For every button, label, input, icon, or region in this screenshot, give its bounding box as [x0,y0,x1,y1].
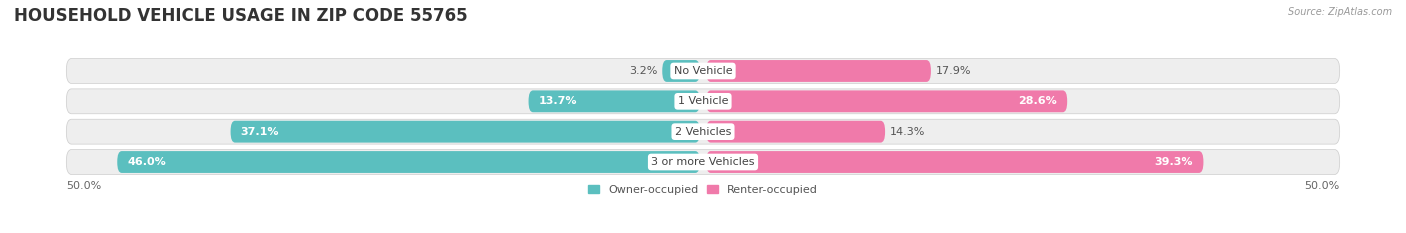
Text: 28.6%: 28.6% [1018,96,1057,106]
FancyBboxPatch shape [66,58,1340,83]
Text: 39.3%: 39.3% [1154,157,1194,167]
FancyBboxPatch shape [662,60,700,82]
FancyBboxPatch shape [529,90,700,112]
Text: 50.0%: 50.0% [66,181,101,191]
FancyBboxPatch shape [66,119,1340,144]
Text: Source: ZipAtlas.com: Source: ZipAtlas.com [1288,7,1392,17]
Text: 46.0%: 46.0% [128,157,166,167]
FancyBboxPatch shape [117,151,700,173]
Text: 3.2%: 3.2% [628,66,657,76]
Legend: Owner-occupied, Renter-occupied: Owner-occupied, Renter-occupied [583,181,823,200]
Text: 2 Vehicles: 2 Vehicles [675,127,731,137]
Text: 13.7%: 13.7% [538,96,578,106]
FancyBboxPatch shape [66,150,1340,175]
FancyBboxPatch shape [66,89,1340,114]
FancyBboxPatch shape [706,121,886,143]
Text: 17.9%: 17.9% [936,66,972,76]
Text: 3 or more Vehicles: 3 or more Vehicles [651,157,755,167]
Text: HOUSEHOLD VEHICLE USAGE IN ZIP CODE 55765: HOUSEHOLD VEHICLE USAGE IN ZIP CODE 5576… [14,7,468,25]
Text: 1 Vehicle: 1 Vehicle [678,96,728,106]
FancyBboxPatch shape [231,121,700,143]
FancyBboxPatch shape [706,151,1204,173]
Text: 14.3%: 14.3% [890,127,925,137]
FancyBboxPatch shape [706,90,1067,112]
Text: No Vehicle: No Vehicle [673,66,733,76]
Text: 37.1%: 37.1% [240,127,280,137]
FancyBboxPatch shape [706,60,931,82]
Text: 50.0%: 50.0% [1305,181,1340,191]
